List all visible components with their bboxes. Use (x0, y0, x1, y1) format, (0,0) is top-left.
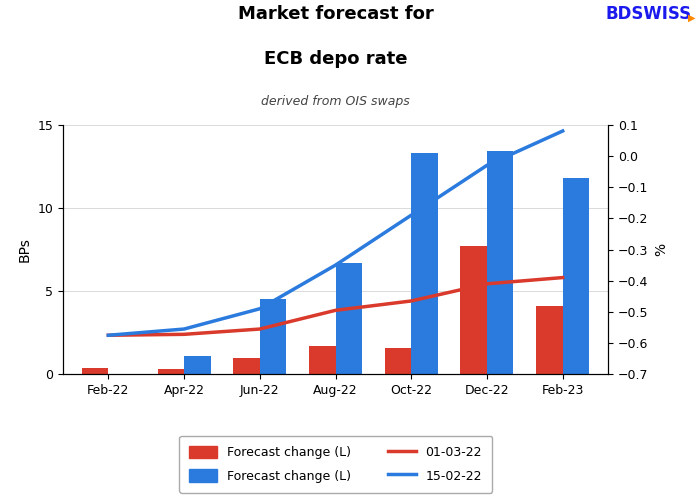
Bar (309, 346, 336, 374)
Bar (487, 151, 514, 374)
Bar (384, 348, 411, 374)
Bar (184, 356, 210, 374)
Text: ECB depo rate: ECB depo rate (264, 50, 408, 68)
Bar (563, 178, 589, 374)
Bar (411, 153, 438, 374)
Text: BDSWISS: BDSWISS (606, 5, 692, 23)
Bar (157, 369, 184, 374)
Bar (461, 246, 487, 374)
Text: Market forecast for: Market forecast for (238, 5, 433, 23)
Legend: Forecast change (L), Forecast change (L), 01-03-22, 15-02-22: Forecast change (L), Forecast change (L)… (179, 436, 492, 493)
Bar (260, 299, 287, 374)
Text: derived from OIS swaps: derived from OIS swaps (261, 95, 410, 108)
Y-axis label: %: % (654, 243, 668, 256)
Y-axis label: BPs: BPs (17, 237, 31, 262)
Bar (233, 358, 260, 374)
Bar (336, 263, 362, 374)
Text: ▶: ▶ (688, 12, 696, 22)
Bar (536, 306, 563, 374)
Bar (82, 368, 108, 374)
